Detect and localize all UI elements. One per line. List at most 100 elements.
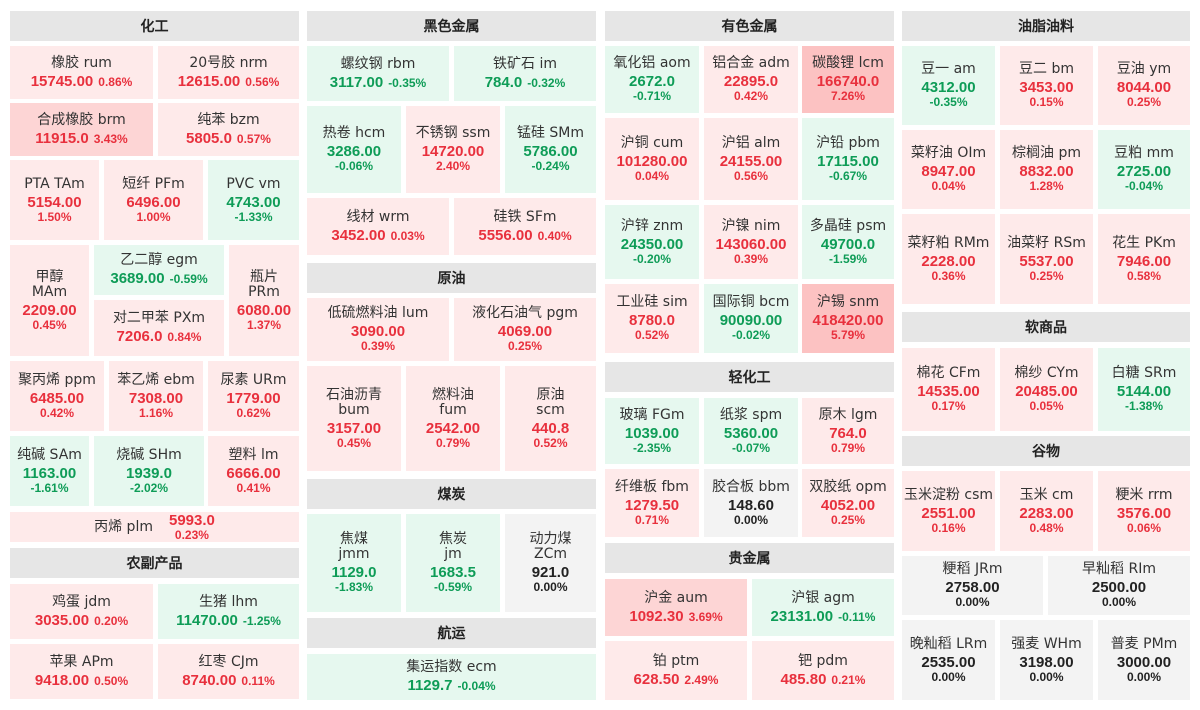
contract-tile-egm[interactable]: 乙二醇 egm 3689.00 -0.59% xyxy=(94,245,224,295)
contract-tile-rsm[interactable]: 油菜籽 RSm 5537.00 0.25% xyxy=(1000,214,1093,304)
contract-tile-nim[interactable]: 沪镍 nim 143060.00 0.39% xyxy=(704,205,798,279)
contract-tile-pkm[interactable]: 花生 PKm 7946.00 0.58% xyxy=(1098,214,1190,304)
contract-tile-ym[interactable]: 豆油 ym 8044.00 0.25% xyxy=(1098,46,1190,125)
contract-tile-znm[interactable]: 沪锌 znm 24350.00 -0.20% xyxy=(605,205,699,279)
contract-tile-lm[interactable]: 塑料 lm 6666.00 0.41% xyxy=(208,436,299,506)
contract-tile-ssm[interactable]: 不锈钢 ssm 14720.00 2.40% xyxy=(406,106,500,193)
contract-tile-lgm[interactable]: 原木 lgm 764.0 0.79% xyxy=(802,398,894,464)
contract-tile-sam[interactable]: 纯碱 SAm 1163.00 -1.61% xyxy=(10,436,89,506)
contract-price: 24350.00 xyxy=(620,235,684,253)
contract-tile-am[interactable]: 豆一 am 4312.00 -0.35% xyxy=(902,46,995,125)
contract-tile-rbm[interactable]: 螺纹钢 rbm 3117.00 -0.35% xyxy=(307,46,449,101)
contract-tile-spm[interactable]: 纸浆 spm 5360.00 -0.07% xyxy=(704,398,798,464)
contract-tile-sfm[interactable]: 硅铁 SFm 5556.00 0.40% xyxy=(454,198,596,255)
contract-tile-rum[interactable]: 橡胶 rum 15745.00 0.86% xyxy=(10,46,153,99)
contract-price: 1129.7 xyxy=(407,677,453,694)
contract-tile-nrm[interactable]: 20号胶 nrm 12615.00 0.56% xyxy=(158,46,299,99)
contract-tile-jmm[interactable]: 焦煤 jmm 1129.0 -1.83% xyxy=(307,514,401,612)
contract-values: 1129.7 -0.04% xyxy=(407,678,495,694)
contract-tile-pfm[interactable]: 短纤 PFm 6496.00 1.00% xyxy=(104,160,203,240)
contract-tile-agm[interactable]: 沪银 agm 23131.00 -0.11% xyxy=(752,579,894,636)
contract-tile-jdm[interactable]: 鸡蛋 jdm 3035.00 0.20% xyxy=(10,584,153,639)
contract-tile-pbm[interactable]: 沪铅 pbm 17115.00 -0.67% xyxy=(802,118,894,200)
contract-tile-hcm[interactable]: 热卷 hcm 3286.00 -0.06% xyxy=(307,106,401,193)
contract-change-pct: 0.21% xyxy=(831,672,866,687)
contract-name: 不锈钢 ssm xyxy=(415,125,491,141)
contract-price: 11470.00 xyxy=(176,611,238,629)
contract-tile-scm[interactable]: 原油 scm 440.8 0.52% xyxy=(505,366,596,471)
sector-header-crude: 原油 xyxy=(307,263,596,293)
contract-tile-bzm[interactable]: 纯苯 bzm 5805.0 0.57% xyxy=(158,103,299,156)
contract-price: 1939.0 xyxy=(126,464,172,482)
contract-tile-cum[interactable]: 沪铜 cum 101280.00 0.04% xyxy=(605,118,699,200)
contract-tile-adm[interactable]: 铝合金 adm 22895.0 0.42% xyxy=(704,46,798,113)
contract-tile-lum[interactable]: 低硫燃料油 lum 3090.00 0.39% xyxy=(307,298,449,361)
contract-tile-cjm[interactable]: 红枣 CJm 8740.00 0.11% xyxy=(158,644,299,699)
contract-tile-ptm[interactable]: 铂 ptm 628.50 2.49% xyxy=(605,641,747,700)
contract-change-pct: 0.25% xyxy=(830,512,865,527)
contract-tile-bum[interactable]: 石油沥青 bum 3157.00 0.45% xyxy=(307,366,401,471)
contract-tile-rim[interactable]: 早籼稻 RIm 2500.00 0.00% xyxy=(1048,556,1190,615)
contract-tile-fgm[interactable]: 玻璃 FGm 1039.00 -2.35% xyxy=(605,398,699,464)
contract-values: 1279.50 0.71% xyxy=(625,497,679,527)
contract-tile-pgm[interactable]: 液化石油气 pgm 4069.00 0.25% xyxy=(454,298,596,361)
contract-values: 3000.00 0.00% xyxy=(1117,654,1171,684)
contract-tile-alm[interactable]: 沪铝 alm 24155.00 0.56% xyxy=(704,118,798,200)
contract-tile-plm[interactable]: 丙烯 plm 5993.0 0.23% xyxy=(10,512,299,542)
contract-tile-pxm[interactable]: 对二甲苯 PXm 7206.0 0.84% xyxy=(94,300,224,356)
contract-name: 燃料油 fum xyxy=(432,386,474,418)
contract-tile-fum[interactable]: 燃料油 fum 2542.00 0.79% xyxy=(406,366,500,471)
contract-tile-bbm[interactable]: 胶合板 bbm 148.60 0.00% xyxy=(704,469,798,537)
contract-change-pct: 0.58% xyxy=(1126,268,1161,283)
contract-tile-psm[interactable]: 多晶硅 psm 49700.0 -1.59% xyxy=(802,205,894,279)
contract-tile-cm[interactable]: 玉米 cm 2283.00 0.48% xyxy=(1000,471,1093,551)
contract-tile-pmm[interactable]: 普麦 PMm 3000.00 0.00% xyxy=(1098,620,1190,700)
contract-change-pct: -0.11% xyxy=(838,609,876,624)
contract-tile-apm[interactable]: 苹果 APm 9418.00 0.50% xyxy=(10,644,153,699)
contract-tile-aom[interactable]: 氧化铝 aom 2672.0 -0.71% xyxy=(605,46,699,113)
contract-tile-oim[interactable]: 菜籽油 OIm 8947.00 0.04% xyxy=(902,130,995,209)
contract-tile-srm[interactable]: 白糖 SRm 5144.00 -1.38% xyxy=(1098,348,1190,431)
contract-tile-urm[interactable]: 尿素 URm 1779.00 0.62% xyxy=(208,361,299,431)
contract-tile-cym[interactable]: 棉纱 CYm 20485.00 0.05% xyxy=(1000,348,1093,431)
contract-tile-brm[interactable]: 合成橡胶 brm 11915.0 3.43% xyxy=(10,103,153,156)
contract-tile-bcm[interactable]: 国际铜 bcm 90090.00 -0.02% xyxy=(704,284,798,353)
contract-tile-ecm[interactable]: 集运指数 ecm 1129.7 -0.04% xyxy=(307,654,596,700)
contract-price: 9418.00 xyxy=(34,671,90,689)
contract-tile-lcm[interactable]: 碳酸锂 lcm 166740.0 7.26% xyxy=(802,46,894,113)
contract-tile-im[interactable]: 铁矿石 im 784.0 -0.32% xyxy=(454,46,596,101)
contract-tile-pdm[interactable]: 钯 pdm 485.80 0.21% xyxy=(752,641,894,700)
contract-tile-ppm[interactable]: 聚丙烯 ppm 6485.00 0.42% xyxy=(10,361,104,431)
contract-tile-mm[interactable]: 豆粕 mm 2725.00 -0.04% xyxy=(1098,130,1190,209)
contract-tile-wrm[interactable]: 线材 wrm 3452.00 0.03% xyxy=(307,198,449,255)
contract-tile-whm[interactable]: 强麦 WHm 3198.00 0.00% xyxy=(1000,620,1093,700)
contract-tile-shm[interactable]: 烧碱 SHm 1939.0 -2.02% xyxy=(94,436,204,506)
contract-tile-pm[interactable]: 棕榈油 pm 8832.00 1.28% xyxy=(1000,130,1093,209)
contract-tile-rmm[interactable]: 菜籽粕 RMm 2228.00 0.36% xyxy=(902,214,995,304)
contract-values: 5360.00 -0.07% xyxy=(724,425,778,455)
contract-tile-opm[interactable]: 双胶纸 opm 4052.00 0.25% xyxy=(802,469,894,537)
contract-tile-ebm[interactable]: 苯乙烯 ebm 7308.00 1.16% xyxy=(109,361,203,431)
contract-tile-rrm[interactable]: 粳米 rrm 3576.00 0.06% xyxy=(1098,471,1190,551)
contract-tile-csm[interactable]: 玉米淀粉 csm 2551.00 0.16% xyxy=(902,471,995,551)
contract-tile-jm[interactable]: 焦炭 jm 1683.5 -0.59% xyxy=(406,514,500,612)
contract-change-pct: -1.33% xyxy=(234,209,273,224)
contract-tile-smm[interactable]: 锰硅 SMm 5786.00 -0.24% xyxy=(505,106,596,193)
contract-tile-lrm[interactable]: 晚籼稻 LRm 2535.00 0.00% xyxy=(902,620,995,700)
contract-tile-fbm[interactable]: 纤维板 fbm 1279.50 0.71% xyxy=(605,469,699,537)
contract-tile-sim[interactable]: 工业硅 sim 8780.0 0.52% xyxy=(605,284,699,353)
contract-tile-jrm[interactable]: 粳稻 JRm 2758.00 0.00% xyxy=(902,556,1043,615)
contract-tile-snm[interactable]: 沪锡 snm 418420.00 5.79% xyxy=(802,284,894,353)
contract-tile-lhm[interactable]: 生猪 lhm 11470.00 -1.25% xyxy=(158,584,299,639)
contract-tile-tam[interactable]: PTA TAm 5154.00 1.50% xyxy=(10,160,99,240)
contract-name: 乙二醇 egm xyxy=(120,252,198,268)
contract-price: 8780.0 xyxy=(629,312,675,329)
contract-tile-prm[interactable]: 瓶片 PRm 6080.00 1.37% xyxy=(229,245,299,356)
contract-name: 20号胶 nrm xyxy=(189,54,268,71)
contract-tile-mam[interactable]: 甲醇 MAm 2209.00 0.45% xyxy=(10,245,89,356)
contract-tile-aum[interactable]: 沪金 aum 1092.30 3.69% xyxy=(605,579,747,636)
contract-tile-zcm[interactable]: 动力煤 ZCm 921.0 0.00% xyxy=(505,514,596,612)
contract-tile-bm[interactable]: 豆二 bm 3453.00 0.15% xyxy=(1000,46,1093,125)
contract-tile-cfm[interactable]: 棉花 CFm 14535.00 0.17% xyxy=(902,348,995,431)
contract-tile-vm[interactable]: PVC vm 4743.00 -1.33% xyxy=(208,160,299,240)
